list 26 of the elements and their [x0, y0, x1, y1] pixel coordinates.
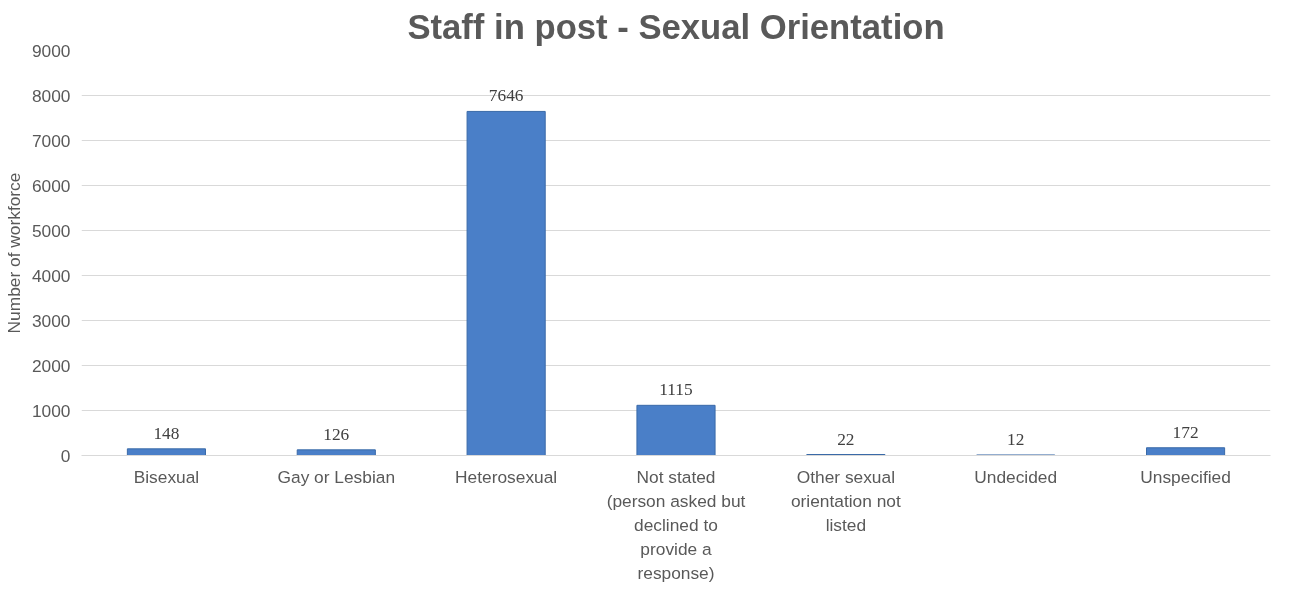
- y-tick-label: 8000: [31, 85, 71, 106]
- x-tick-label: Undecided: [974, 466, 1058, 487]
- data-label: 1115: [659, 380, 693, 400]
- x-tick-label: Unspecified: [1140, 466, 1231, 487]
- y-tick-label: 9000: [31, 40, 71, 61]
- y-axis-title: Number of workforce: [3, 172, 24, 334]
- y-tick-label: 7000: [31, 130, 71, 151]
- data-label: 172: [1172, 422, 1199, 442]
- y-tick-label: 6000: [31, 175, 71, 196]
- y-tick-label: 4000: [31, 265, 71, 286]
- x-tick-label: Not stated (person asked but declined to provide a response): [606, 466, 746, 583]
- data-label: 12: [1007, 429, 1025, 449]
- y-tick-label: 2000: [31, 355, 71, 376]
- y-tick-label: 1000: [31, 400, 71, 421]
- data-label: 22: [837, 429, 855, 449]
- x-tick-label: Other sexual orientation not listed: [790, 466, 901, 535]
- data-label: 7646: [488, 86, 524, 106]
- data-label: 126: [323, 424, 350, 444]
- y-tick-label: 3000: [31, 310, 71, 331]
- x-tick-label: Bisexual: [133, 466, 200, 487]
- x-tick-label: Gay or Lesbian: [277, 466, 396, 487]
- data-label: 148: [153, 423, 180, 443]
- y-tick-label: 5000: [31, 220, 71, 241]
- x-tick-label: Heterosexual: [455, 466, 558, 487]
- chart-title: Staff in post - Sexual Orientation: [407, 7, 945, 46]
- y-tick-label: 0: [60, 445, 71, 466]
